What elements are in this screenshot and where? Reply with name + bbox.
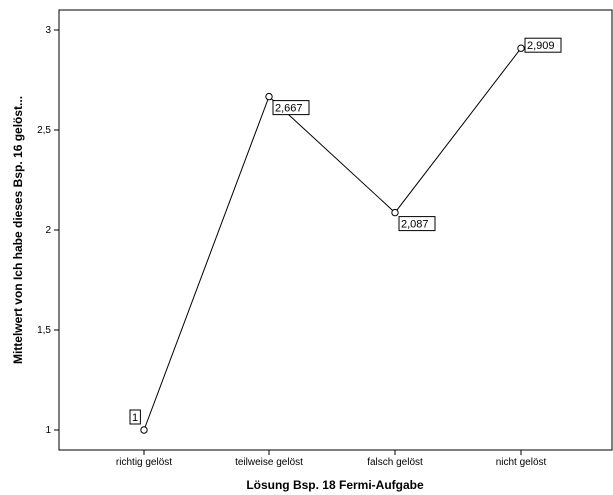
data-label: 2,667 [275, 103, 303, 115]
data-label: 2,087 [401, 219, 429, 231]
x-tick-label: nicht gelöst [496, 457, 547, 468]
y-axis: 1 1,5 2 2,5 3 [37, 25, 59, 436]
plot-area [58, 9, 613, 451]
data-label-box [129, 409, 141, 425]
x-tick-label: teilweise gelöst [235, 457, 303, 468]
series-line-group [140, 44, 525, 434]
y-tick-label: 1 [45, 425, 51, 436]
data-point [391, 208, 399, 217]
data-label-box [272, 100, 310, 116]
data-label-box [524, 37, 562, 53]
data-label: 2,909 [527, 40, 555, 52]
y-tick-label: 2,5 [37, 125, 51, 136]
data-point [517, 44, 525, 52]
x-axis-title: Lösung Bsp. 18 Fermi-Aufgabe [246, 478, 424, 492]
data-label-box [398, 216, 436, 232]
data-label: 1 [132, 412, 138, 424]
y-axis-title: Mittelwert von Ich habe dieses Bsp. 16 g… [11, 96, 25, 364]
series-line [143, 47, 522, 431]
y-tick-label: 3 [45, 25, 51, 36]
data-point [265, 92, 273, 101]
x-tick-label: richtig gelöst [116, 457, 172, 468]
y-tick-label: 1,5 [37, 325, 51, 336]
y-tick-label: 2 [45, 225, 51, 236]
data-labels-group: 1 2,667 2,087 2,909 [129, 37, 562, 425]
data-point [140, 426, 148, 434]
x-tick-label: falsch gelöst [367, 457, 423, 468]
x-axis: richtig gelöst teilweise gelöst falsch gel… [116, 450, 547, 468]
